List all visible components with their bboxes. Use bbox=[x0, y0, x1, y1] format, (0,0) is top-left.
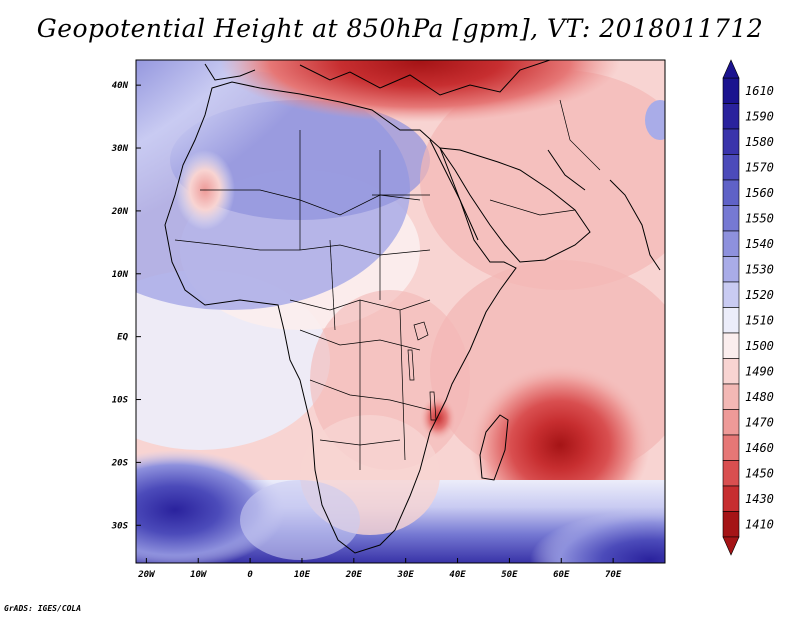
colorbar-swatch bbox=[722, 485, 740, 512]
x-tick-label: 30E bbox=[397, 570, 415, 580]
colorbar-label: 1580 bbox=[745, 135, 774, 149]
red-sea bbox=[429, 139, 479, 241]
x-tick-label: 10E bbox=[294, 570, 311, 580]
south-indian-high bbox=[530, 510, 665, 563]
map-title: Geopotential Height at 850hPa [gpm], VT:… bbox=[36, 14, 764, 43]
colorbar-label: 1410 bbox=[745, 517, 774, 531]
colorbar-swatch bbox=[722, 128, 740, 155]
colorbar-label: 1450 bbox=[745, 466, 774, 480]
colorbar-label: 1500 bbox=[745, 339, 774, 353]
colorbar-swatch bbox=[722, 460, 740, 487]
colorbar-swatch bbox=[722, 154, 740, 181]
europe-coast bbox=[299, 60, 551, 96]
colorbar-swatch bbox=[722, 230, 740, 257]
x-tick-label: 50E bbox=[501, 570, 518, 580]
border-v5 bbox=[329, 239, 336, 331]
colorbar-swatch bbox=[722, 358, 740, 385]
colorbar-swatch bbox=[722, 383, 740, 410]
colorbar-label: 1460 bbox=[745, 441, 774, 455]
colorbar-swatch bbox=[722, 256, 740, 283]
colorbar-label: 1490 bbox=[745, 364, 774, 378]
colorbar-label: 1560 bbox=[745, 186, 774, 200]
malawi-low bbox=[420, 396, 456, 440]
colorbar-label: 1480 bbox=[745, 390, 774, 404]
x-tick-label: 40E bbox=[449, 570, 466, 580]
lake-victoria bbox=[413, 321, 429, 341]
lake-malawi bbox=[429, 391, 437, 421]
border-sahara-n bbox=[200, 189, 421, 216]
ne-blue bbox=[645, 100, 665, 140]
colorbar-swatch bbox=[722, 103, 740, 130]
x-tick-label: 10W bbox=[190, 570, 208, 580]
colorbar-label: 1470 bbox=[745, 415, 774, 429]
colorbar-label: 1530 bbox=[745, 262, 774, 276]
arabia-coast bbox=[438, 147, 591, 263]
colorbar-swatch bbox=[722, 77, 740, 104]
arabia-red bbox=[420, 70, 665, 290]
benguela-blue bbox=[240, 480, 360, 560]
madagascar-coast bbox=[479, 414, 509, 481]
iberia-coast bbox=[204, 63, 256, 81]
coastlines bbox=[164, 60, 661, 554]
colorbar-label: 1550 bbox=[745, 211, 774, 225]
y-tick-label: 40N bbox=[112, 81, 129, 91]
x-tick-label: 60E bbox=[553, 570, 570, 580]
colorbar-swatch bbox=[722, 409, 740, 436]
colorbar-swatch bbox=[722, 332, 740, 359]
india-coast bbox=[609, 179, 661, 271]
x-tick-label: 20E bbox=[345, 570, 363, 580]
colorbar-label: 1510 bbox=[745, 313, 774, 327]
colorbar-label: 1610 bbox=[745, 84, 774, 98]
colorbar-swatch bbox=[722, 179, 740, 206]
map-field bbox=[136, 60, 665, 563]
x-tick-label: 0 bbox=[247, 570, 253, 580]
x-axis: 20W 10W 0 10E 20E 30E 40E 50E 60E 70E bbox=[137, 558, 622, 580]
colorbar-label: 1520 bbox=[745, 288, 774, 302]
colorbar-swatch bbox=[722, 511, 740, 538]
border-v4 bbox=[399, 309, 406, 461]
africa-coast bbox=[164, 81, 517, 554]
border-arabia bbox=[489, 199, 576, 216]
border-south-central bbox=[309, 379, 431, 411]
x-tick-label: 70E bbox=[605, 570, 622, 580]
colorbar: 1610 1590 1580 1570 1560 1550 1540 1530 1520 1510… bbox=[722, 59, 774, 556]
border-iran bbox=[559, 99, 601, 171]
colorbar-max-arrow bbox=[722, 59, 740, 79]
lake-tanganyika bbox=[407, 349, 415, 381]
y-axis: 40N 30N 20N 10N EQ 10S 20S 30S bbox=[111, 81, 141, 531]
y-tick-label: 30S bbox=[111, 521, 129, 531]
x-tick-label: 20W bbox=[137, 570, 156, 580]
colorbar-label: 1590 bbox=[745, 109, 774, 123]
colorbar-label: 1540 bbox=[745, 237, 774, 251]
colorbar-swatch bbox=[722, 281, 740, 308]
credit-text: GrADS: IGES/COLA bbox=[4, 604, 82, 613]
y-tick-label: 30N bbox=[111, 144, 129, 154]
y-tick-label: EQ bbox=[117, 333, 128, 343]
y-tick-label: 10N bbox=[112, 270, 129, 280]
colorbar-swatch bbox=[722, 434, 740, 461]
colorbar-label: 1430 bbox=[745, 492, 774, 506]
plot-frame bbox=[135, 59, 666, 564]
colorbar-swatch bbox=[722, 307, 740, 334]
colorbar-label: 1570 bbox=[745, 160, 774, 174]
colorbar-min-arrow bbox=[722, 536, 740, 556]
y-tick-label: 20S bbox=[111, 458, 129, 468]
med-trough bbox=[220, 60, 620, 122]
y-tick-label: 20N bbox=[111, 207, 129, 217]
borders bbox=[174, 99, 601, 470]
gulf bbox=[547, 149, 586, 191]
y-tick-label: 10S bbox=[112, 396, 129, 406]
colorbar-swatch bbox=[722, 205, 740, 232]
